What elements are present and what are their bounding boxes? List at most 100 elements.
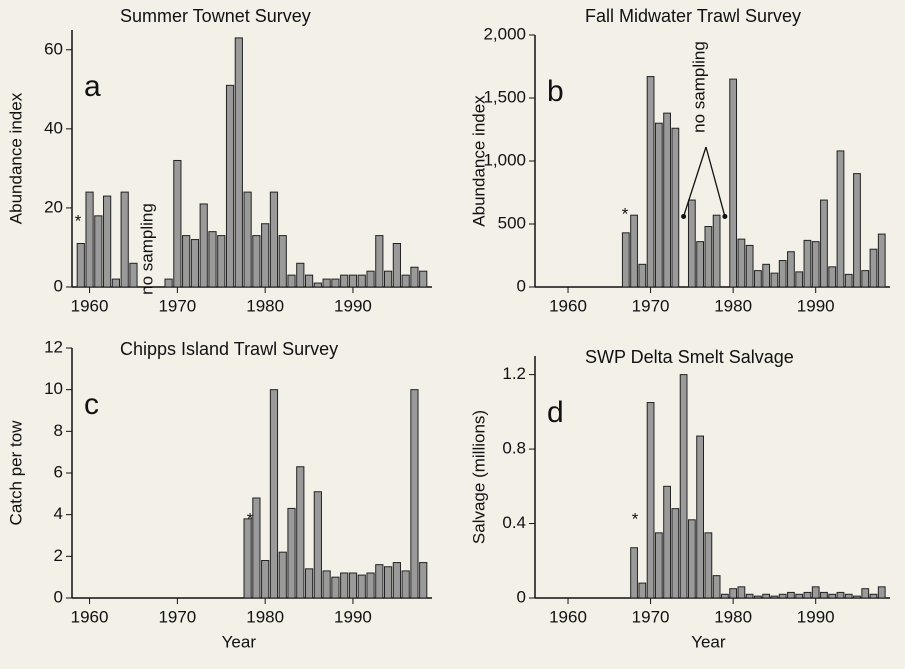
bar bbox=[737, 586, 746, 599]
bar bbox=[331, 576, 340, 599]
bar bbox=[687, 199, 696, 288]
x-tick-label: 1970 bbox=[158, 296, 196, 315]
y-tick-label: 12 bbox=[44, 337, 63, 356]
x-axis-label: Year bbox=[691, 632, 726, 651]
x-tick-label: 1990 bbox=[797, 296, 835, 315]
bar bbox=[383, 566, 393, 599]
annotation: no sampling bbox=[689, 41, 708, 133]
bar bbox=[836, 591, 845, 599]
y-tick-label: 0 bbox=[54, 276, 63, 295]
bar bbox=[313, 282, 322, 288]
bar bbox=[861, 270, 870, 288]
annotation: * bbox=[75, 211, 82, 230]
bar bbox=[252, 497, 261, 599]
y-tick-label: 0 bbox=[517, 587, 526, 606]
bar bbox=[375, 235, 384, 288]
bar bbox=[111, 278, 121, 288]
x-tick-label: 1980 bbox=[246, 607, 284, 626]
bar bbox=[287, 507, 296, 599]
arrow-head bbox=[681, 213, 687, 219]
bar bbox=[844, 273, 853, 288]
bar bbox=[296, 466, 305, 599]
bar bbox=[419, 270, 428, 288]
bar bbox=[322, 278, 331, 288]
bar bbox=[199, 203, 208, 288]
bar bbox=[745, 593, 754, 599]
bar bbox=[401, 570, 410, 599]
bar bbox=[313, 491, 322, 599]
bar bbox=[729, 588, 738, 599]
bar bbox=[795, 271, 804, 288]
bar bbox=[621, 232, 630, 288]
bar bbox=[410, 389, 419, 599]
bar bbox=[853, 595, 861, 599]
bar bbox=[712, 214, 721, 288]
chart-title: SWP Delta Smelt Salvage bbox=[585, 347, 794, 367]
bar bbox=[419, 562, 428, 599]
bar bbox=[366, 572, 375, 599]
y-tick-label: 40 bbox=[44, 118, 63, 137]
y-tick-label: 20 bbox=[44, 197, 63, 216]
bar bbox=[76, 243, 85, 288]
bar bbox=[304, 568, 314, 599]
bar bbox=[243, 518, 252, 599]
y-axis-label: Catch per tow bbox=[6, 420, 25, 526]
bar bbox=[85, 191, 94, 288]
bar bbox=[392, 562, 401, 599]
chart-title: Chipps Island Trawl Survey bbox=[120, 339, 338, 359]
bar bbox=[729, 78, 738, 288]
bar bbox=[671, 508, 680, 599]
bar bbox=[278, 551, 287, 599]
y-tick-label: 10 bbox=[44, 379, 63, 398]
bar bbox=[120, 191, 129, 288]
bar bbox=[844, 593, 853, 599]
x-axis-label: Year bbox=[222, 632, 257, 651]
bar bbox=[737, 238, 746, 288]
bar bbox=[762, 263, 771, 288]
y-tick-label: 0.4 bbox=[502, 513, 526, 532]
bar bbox=[304, 274, 314, 288]
y-tick-label: 8 bbox=[54, 421, 63, 440]
bar bbox=[217, 235, 226, 288]
bar bbox=[803, 591, 812, 599]
bar bbox=[663, 485, 671, 599]
x-tick-label: 1960 bbox=[549, 296, 587, 315]
y-tick-label: 1.2 bbox=[502, 364, 526, 383]
bar bbox=[687, 519, 696, 599]
bar bbox=[869, 593, 878, 599]
y-axis-label: Salvage (millions) bbox=[469, 410, 488, 544]
bar bbox=[630, 214, 638, 288]
bar bbox=[340, 274, 349, 288]
bar bbox=[261, 223, 270, 288]
bar bbox=[654, 532, 663, 599]
bar bbox=[392, 243, 401, 288]
bar bbox=[820, 199, 828, 288]
x-tick-label: 1980 bbox=[714, 607, 752, 626]
bar bbox=[638, 263, 647, 288]
bar bbox=[704, 226, 713, 288]
y-tick-label: 60 bbox=[44, 39, 63, 58]
x-tick-label: 1990 bbox=[797, 607, 835, 626]
bar bbox=[828, 593, 837, 599]
y-tick-label: 2 bbox=[54, 546, 63, 565]
panel-label: a bbox=[84, 70, 101, 103]
bar bbox=[803, 239, 812, 288]
panel-label: c bbox=[84, 388, 99, 421]
bar bbox=[770, 272, 779, 288]
x-tick-label: 1970 bbox=[158, 607, 196, 626]
bar bbox=[754, 595, 762, 599]
bar bbox=[348, 274, 358, 288]
bar bbox=[770, 595, 779, 599]
bar bbox=[287, 274, 296, 288]
y-tick-label: 6 bbox=[54, 462, 63, 481]
bar bbox=[778, 260, 787, 288]
y-tick-label: 0.8 bbox=[502, 439, 526, 458]
bar bbox=[787, 251, 795, 288]
bar bbox=[696, 435, 705, 599]
bar bbox=[357, 574, 366, 599]
bar bbox=[357, 274, 366, 288]
bar bbox=[269, 389, 279, 599]
bar bbox=[234, 37, 243, 288]
bar bbox=[820, 591, 828, 599]
x-tick-label: 1970 bbox=[632, 607, 670, 626]
